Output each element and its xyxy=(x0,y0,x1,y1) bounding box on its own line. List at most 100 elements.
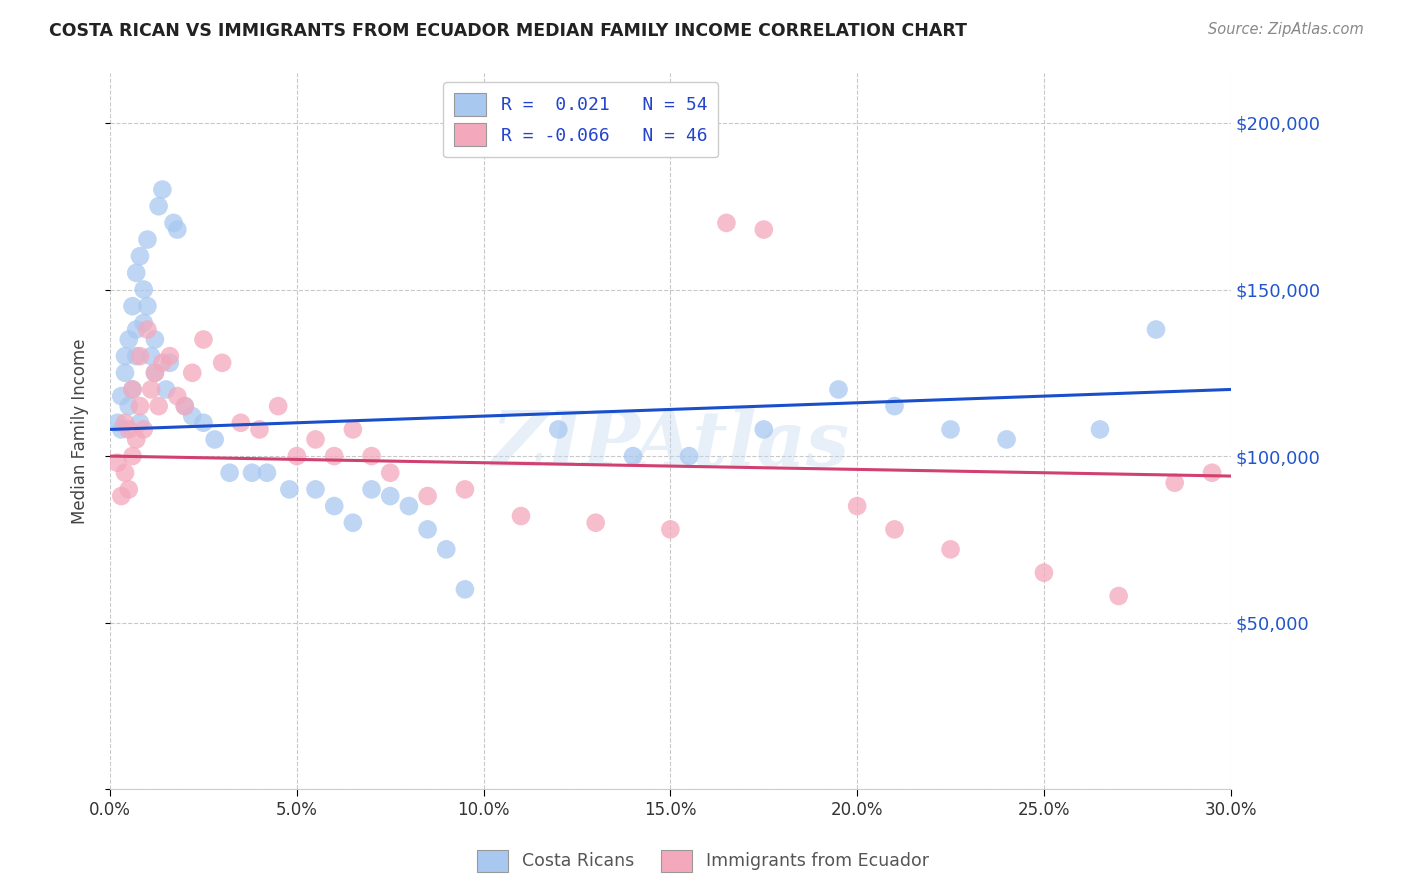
Point xyxy=(285,449,308,463)
Point xyxy=(121,383,143,397)
Point xyxy=(121,299,143,313)
Point xyxy=(1201,466,1223,480)
Point xyxy=(360,483,382,497)
Point xyxy=(121,383,143,397)
Point xyxy=(132,283,155,297)
Point xyxy=(143,366,166,380)
Point xyxy=(181,366,204,380)
Point xyxy=(114,349,136,363)
Point xyxy=(107,456,129,470)
Point xyxy=(141,383,163,397)
Point xyxy=(380,489,402,503)
Point xyxy=(125,322,148,336)
Point xyxy=(380,466,402,480)
Point xyxy=(121,449,143,463)
Point xyxy=(342,516,364,530)
Point xyxy=(249,422,271,436)
Point xyxy=(125,433,148,447)
Point xyxy=(110,422,132,436)
Point xyxy=(547,422,569,436)
Point xyxy=(454,483,477,497)
Point xyxy=(114,416,136,430)
Text: Source: ZipAtlas.com: Source: ZipAtlas.com xyxy=(1208,22,1364,37)
Point xyxy=(1032,566,1054,580)
Point xyxy=(193,416,215,430)
Point xyxy=(398,499,420,513)
Point xyxy=(114,466,136,480)
Point xyxy=(141,349,163,363)
Point xyxy=(267,399,290,413)
Point xyxy=(304,433,326,447)
Point xyxy=(434,542,457,557)
Point xyxy=(118,422,141,436)
Point xyxy=(143,333,166,347)
Point xyxy=(129,416,152,430)
Point xyxy=(1088,422,1111,436)
Point xyxy=(193,333,215,347)
Point xyxy=(118,333,141,347)
Point xyxy=(136,322,159,336)
Point xyxy=(827,383,849,397)
Point xyxy=(173,399,195,413)
Point xyxy=(621,449,644,463)
Point xyxy=(342,422,364,436)
Point xyxy=(132,422,155,436)
Point xyxy=(883,522,905,536)
Point xyxy=(846,499,869,513)
Point xyxy=(107,416,129,430)
Point xyxy=(114,366,136,380)
Point xyxy=(159,349,181,363)
Point xyxy=(995,433,1018,447)
Point xyxy=(129,399,152,413)
Point xyxy=(136,299,159,313)
Point xyxy=(278,483,301,497)
Point xyxy=(118,483,141,497)
Point xyxy=(510,509,533,524)
Point xyxy=(110,489,132,503)
Point xyxy=(416,522,439,536)
Text: ZIPAtlas: ZIPAtlas xyxy=(491,409,849,483)
Point xyxy=(752,422,775,436)
Point xyxy=(129,249,152,263)
Point xyxy=(118,399,141,413)
Point xyxy=(150,356,173,370)
Point xyxy=(150,183,173,197)
Point xyxy=(323,499,346,513)
Y-axis label: Median Family Income: Median Family Income xyxy=(72,338,89,524)
Legend: Costa Ricans, Immigrants from Ecuador: Costa Ricans, Immigrants from Ecuador xyxy=(470,843,936,879)
Text: COSTA RICAN VS IMMIGRANTS FROM ECUADOR MEDIAN FAMILY INCOME CORRELATION CHART: COSTA RICAN VS IMMIGRANTS FROM ECUADOR M… xyxy=(49,22,967,40)
Point xyxy=(132,316,155,330)
Point xyxy=(416,489,439,503)
Point xyxy=(678,449,700,463)
Point xyxy=(218,466,240,480)
Point xyxy=(148,199,170,213)
Point xyxy=(110,389,132,403)
Point xyxy=(181,409,204,423)
Point xyxy=(939,542,962,557)
Point xyxy=(173,399,195,413)
Point xyxy=(716,216,738,230)
Point xyxy=(939,422,962,436)
Point xyxy=(143,366,166,380)
Point xyxy=(148,399,170,413)
Point xyxy=(166,389,188,403)
Point xyxy=(585,516,607,530)
Point xyxy=(240,466,263,480)
Point xyxy=(1108,589,1130,603)
Point xyxy=(162,216,184,230)
Point xyxy=(204,433,226,447)
Point xyxy=(229,416,252,430)
Point xyxy=(256,466,278,480)
Point xyxy=(304,483,326,497)
Point xyxy=(883,399,905,413)
Point xyxy=(211,356,233,370)
Point xyxy=(1163,475,1185,490)
Point xyxy=(360,449,382,463)
Point xyxy=(129,349,152,363)
Point xyxy=(323,449,346,463)
Point xyxy=(136,233,159,247)
Point xyxy=(159,356,181,370)
Point xyxy=(752,222,775,236)
Legend: R =  0.021   N = 54, R = -0.066   N = 46: R = 0.021 N = 54, R = -0.066 N = 46 xyxy=(443,82,718,157)
Point xyxy=(125,349,148,363)
